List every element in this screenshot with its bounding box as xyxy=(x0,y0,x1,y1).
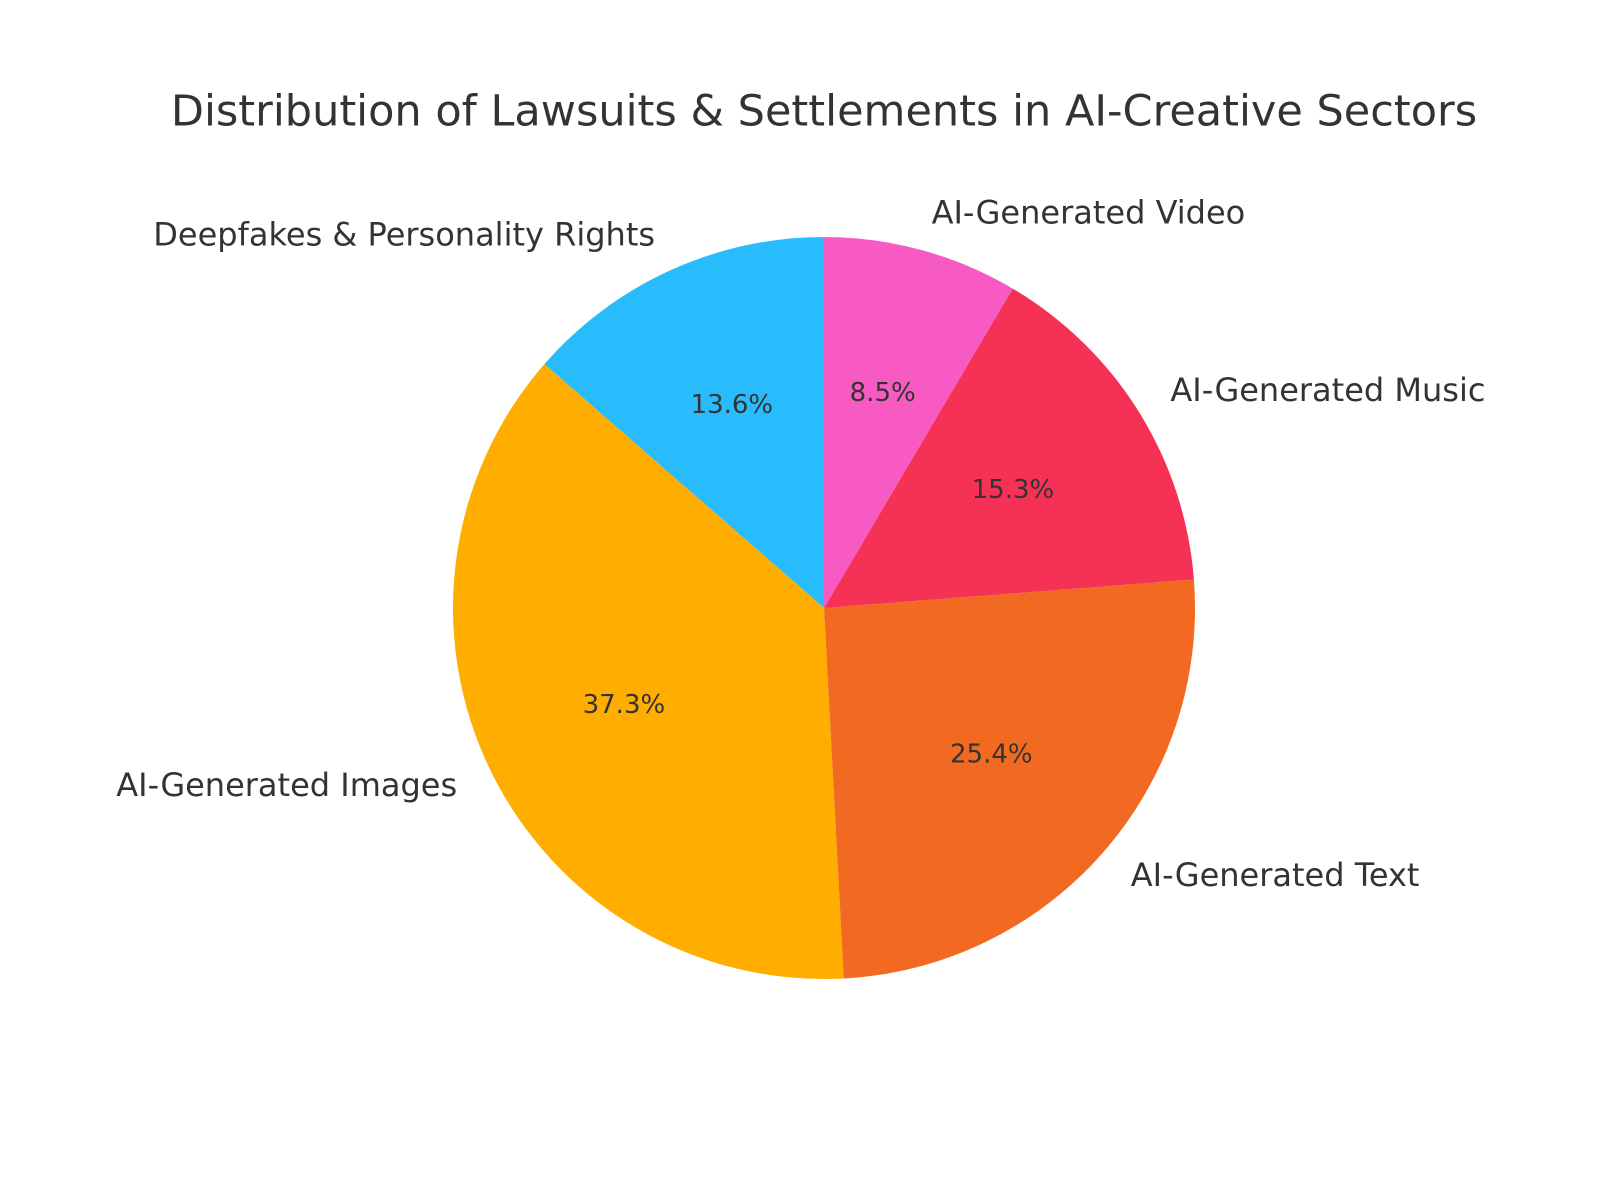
percent-label: 37.3% xyxy=(583,690,666,720)
percent-label: 25.4% xyxy=(950,739,1033,769)
pie-slice xyxy=(824,579,1195,979)
percent-label: 15.3% xyxy=(972,475,1055,505)
slice-label: AI-Generated Video xyxy=(932,193,1246,231)
pie-slice xyxy=(824,288,1194,608)
pie-slice xyxy=(544,237,824,608)
pie-slice xyxy=(453,364,844,980)
slice-label: AI-Generated Text xyxy=(1131,856,1420,894)
percent-label: 13.6% xyxy=(691,390,774,420)
percent-label: 8.5% xyxy=(850,378,916,408)
slice-label: AI-Generated Images xyxy=(116,766,457,804)
slice-label: Deepfakes & Personality Rights xyxy=(153,216,655,254)
pie-slice xyxy=(824,237,1013,608)
chart-title: Distribution of Lawsuits & Settlements i… xyxy=(171,87,1477,137)
slice-label: AI-Generated Music xyxy=(1170,371,1485,409)
